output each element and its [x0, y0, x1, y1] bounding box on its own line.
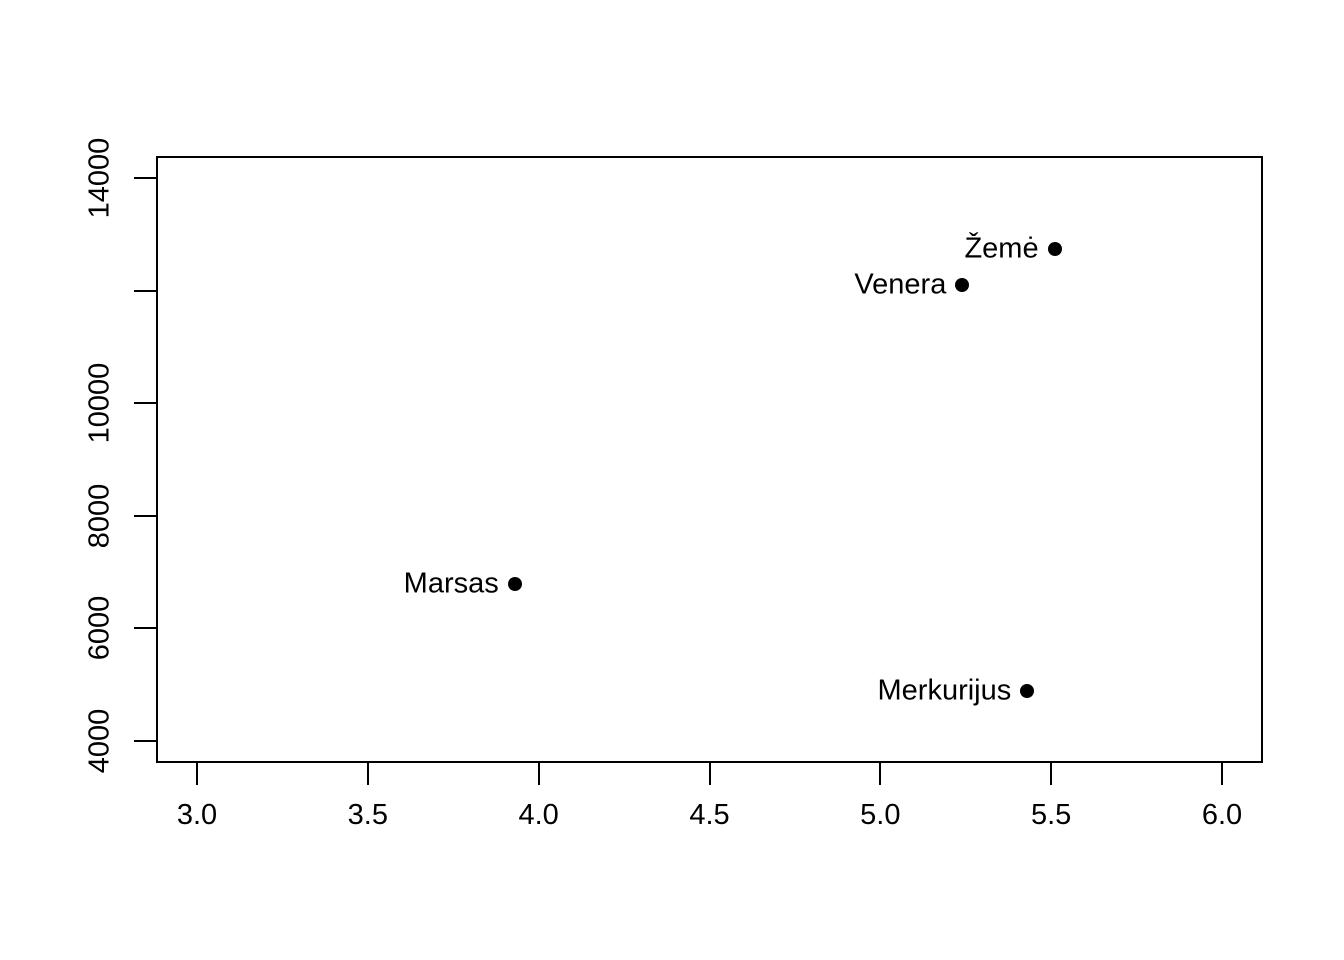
data-point — [507, 577, 522, 592]
point-label: Venera — [854, 268, 947, 301]
x-axis-tick — [537, 763, 540, 785]
x-axis-tick-label: 6.0 — [1201, 799, 1243, 831]
y-axis-tick — [134, 289, 156, 292]
x-axis-tick-label: 5.5 — [1030, 799, 1072, 831]
x-axis-tick — [1221, 763, 1223, 785]
x-axis-tick — [1050, 763, 1053, 785]
point-label: Marsas — [403, 567, 499, 600]
point-label: Žemė — [964, 232, 1039, 265]
x-axis-tick — [708, 763, 711, 785]
y-axis-tick-label: 4000 — [83, 708, 116, 773]
point-label: Merkurijus — [877, 674, 1012, 707]
y-axis-tick-label: 6000 — [83, 595, 116, 661]
x-axis-tick — [196, 763, 198, 785]
x-axis-tick — [879, 763, 882, 785]
data-point — [1047, 242, 1062, 257]
y-axis-tick-label: 8000 — [83, 483, 116, 548]
y-axis-tick — [134, 739, 156, 742]
x-axis-tick — [366, 763, 369, 785]
x-axis-tick-label: 4.0 — [518, 799, 559, 831]
y-axis-tick-label: 14000 — [83, 138, 116, 219]
data-point — [955, 278, 970, 293]
y-axis-tick — [134, 514, 156, 517]
y-axis-tick-label: 10000 — [83, 362, 116, 444]
x-axis-tick-label: 4.5 — [689, 799, 730, 831]
x-axis-tick-label: 5.0 — [860, 799, 901, 831]
x-axis-tick-label: 3.0 — [176, 799, 218, 831]
data-point — [1020, 684, 1035, 699]
y-axis-tick — [134, 177, 156, 180]
plot-area-border — [156, 156, 1263, 763]
y-axis-tick — [134, 627, 156, 630]
y-axis-tick — [134, 402, 156, 405]
x-axis-tick-label: 3.5 — [347, 799, 388, 831]
